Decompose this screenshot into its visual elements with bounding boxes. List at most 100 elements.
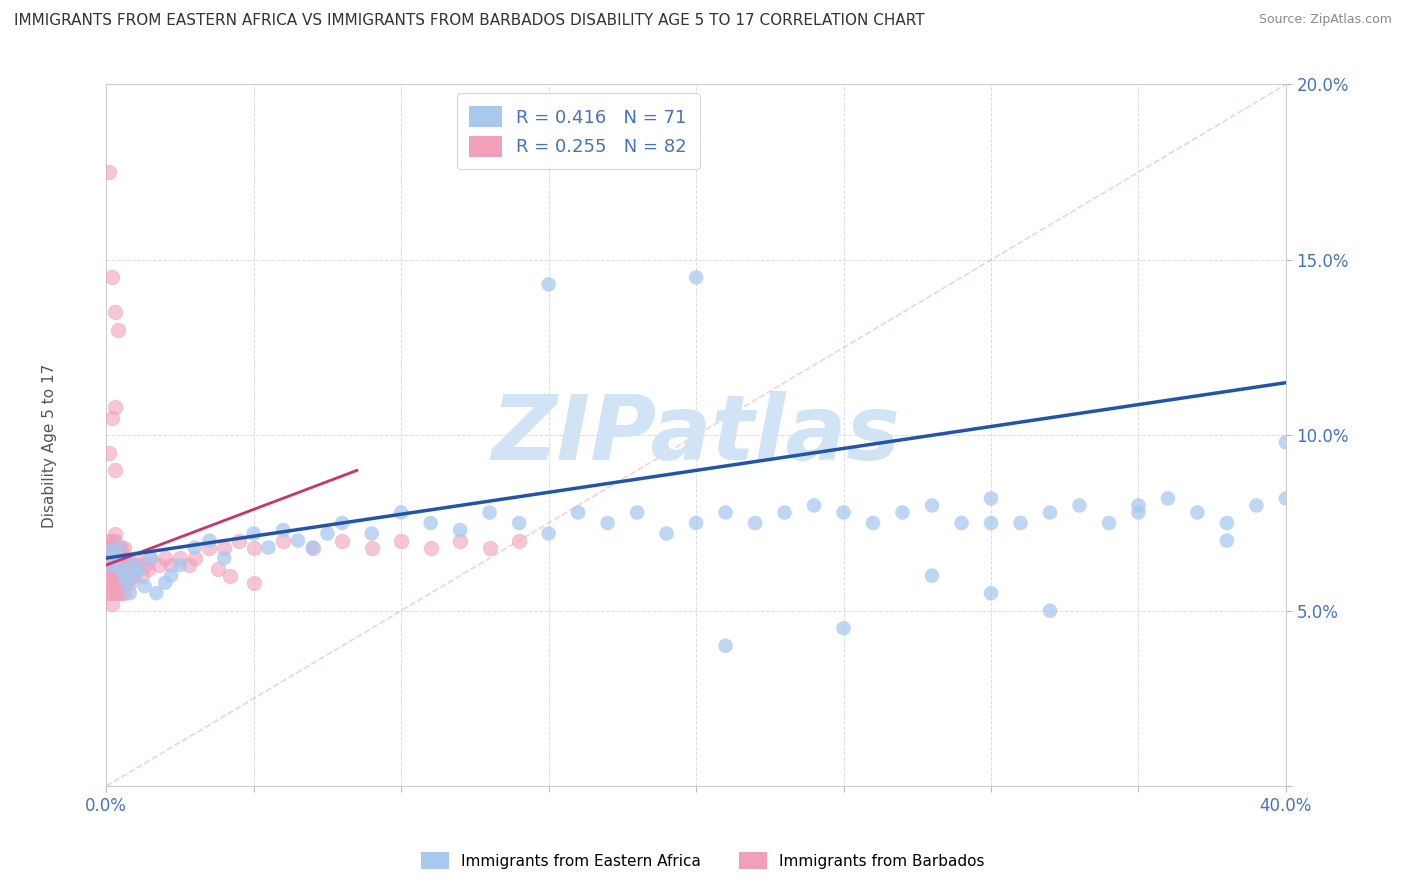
Point [1039,506,1062,520]
Point [1275,491,1298,506]
Point [832,621,855,635]
Point [101,561,124,575]
Point [121,558,143,573]
Point [803,499,825,513]
Point [1246,499,1268,513]
Point [125,551,148,566]
Point [145,586,167,600]
Point [478,506,501,520]
Point [160,568,183,582]
Point [104,586,127,600]
Point [198,541,221,555]
Legend: Immigrants from Eastern Africa, Immigrants from Barbados: Immigrants from Eastern Africa, Immigran… [415,846,991,875]
Legend: R = 0.416   N = 71, R = 0.255   N = 82: R = 0.416 N = 71, R = 0.255 N = 82 [457,94,700,169]
Point [110,575,132,590]
Point [169,551,191,566]
Point [101,558,124,573]
Point [98,575,121,590]
Point [301,541,323,555]
Point [104,305,127,319]
Point [228,533,250,548]
Point [271,533,294,548]
Text: IMMIGRANTS FROM EASTERN AFRICA VS IMMIGRANTS FROM BARBADOS DISABILITY AGE 5 TO 1: IMMIGRANTS FROM EASTERN AFRICA VS IMMIGR… [14,13,925,29]
Point [478,541,501,555]
Point [219,568,242,582]
Point [212,551,235,566]
Point [139,551,162,566]
Point [101,597,124,611]
Point [110,561,132,575]
Point [207,561,229,575]
Point [744,516,766,530]
Point [115,575,138,590]
Point [1010,516,1032,530]
Point [537,526,560,541]
Point [360,526,382,541]
Point [112,586,135,600]
Point [98,551,121,566]
Point [389,533,412,548]
Point [155,575,177,590]
Point [198,533,221,548]
Point [104,401,127,415]
Point [112,568,135,582]
Point [110,541,132,555]
Point [862,516,884,530]
Point [107,568,129,582]
Point [107,561,129,575]
Point [271,523,294,537]
Point [98,446,121,460]
Point [104,561,127,575]
Point [1275,435,1298,450]
Point [131,568,153,582]
Point [107,541,129,555]
Point [160,558,183,573]
Point [1098,516,1121,530]
Point [655,526,678,541]
Point [567,506,589,520]
Point [112,575,135,590]
Point [1128,499,1150,513]
Point [330,516,353,530]
Point [101,558,124,573]
Point [537,277,560,292]
Point [115,551,138,566]
Point [330,533,353,548]
Point [98,544,121,558]
Point [101,575,124,590]
Point [714,639,737,653]
Point [112,558,135,573]
Point [104,551,127,566]
Point [118,586,141,600]
Point [242,541,264,555]
Point [101,533,124,548]
Point [118,575,141,590]
Point [950,516,973,530]
Point [389,506,412,520]
Point [419,516,441,530]
Point [107,586,129,600]
Point [449,523,471,537]
Text: ZIPatlas: ZIPatlas [492,392,901,479]
Point [980,516,1002,530]
Point [1187,506,1209,520]
Point [104,541,127,555]
Point [508,516,530,530]
Point [136,561,159,575]
Point [980,586,1002,600]
Point [921,499,943,513]
Point [104,551,127,566]
Point [183,541,205,555]
Point [125,568,148,582]
Point [1039,604,1062,618]
Point [101,568,124,582]
Point [104,463,127,477]
Point [626,506,648,520]
Point [107,551,129,566]
Point [155,551,177,566]
Text: Source: ZipAtlas.com: Source: ZipAtlas.com [1258,13,1392,27]
Point [98,586,121,600]
Point [128,558,150,573]
Point [104,575,127,590]
Point [112,568,135,582]
